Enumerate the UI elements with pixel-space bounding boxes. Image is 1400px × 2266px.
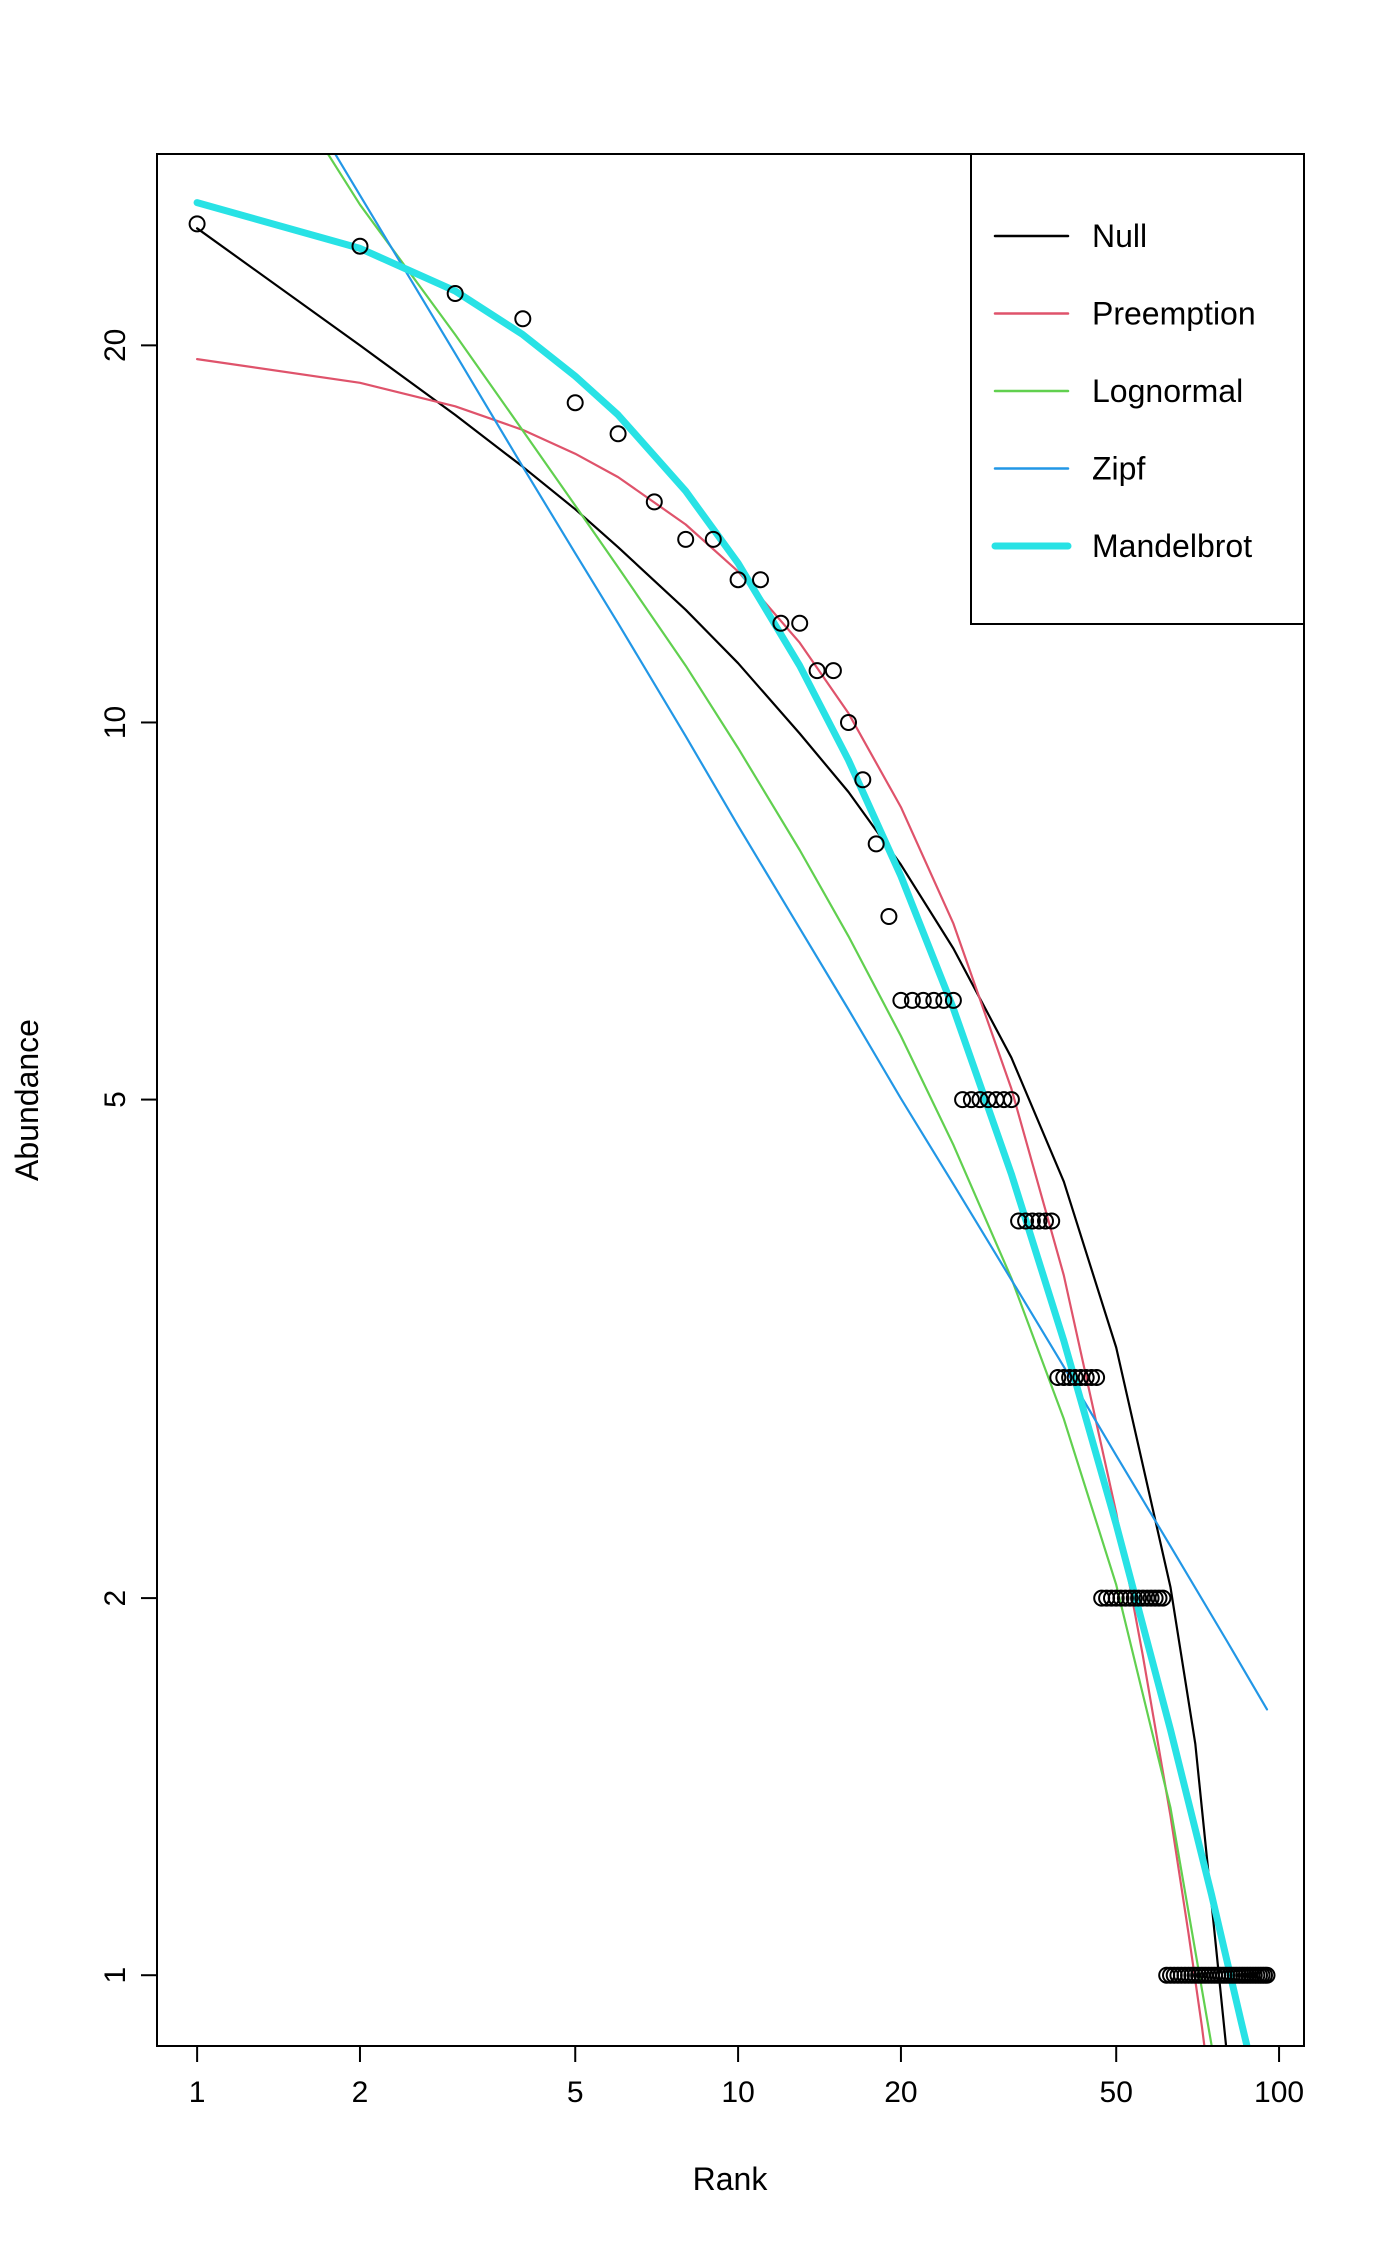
- data-point: [1037, 1212, 1054, 1230]
- y-tick-label: 5: [99, 1091, 132, 1108]
- data-point: [1258, 1966, 1276, 1984]
- data-point: [1023, 1212, 1041, 1230]
- data-point: [514, 310, 532, 328]
- data-point: [1116, 1589, 1134, 1607]
- data-point: [1121, 1589, 1139, 1607]
- x-tick-label: 100: [1254, 2076, 1304, 2109]
- data-point: [840, 714, 857, 731]
- y-tick-label: 2: [99, 1590, 132, 1607]
- data-point: [446, 285, 464, 302]
- data-point: [704, 530, 722, 548]
- x-tick-label: 10: [721, 2076, 754, 2109]
- data-point: [1154, 1589, 1172, 1607]
- curve-zipf: [333, 154, 1269, 1711]
- data-point: [1112, 1589, 1130, 1607]
- data-point: [772, 614, 790, 632]
- y-tick-label: 10: [99, 706, 132, 739]
- data-point: [1017, 1212, 1035, 1230]
- data-point: [1030, 1212, 1048, 1230]
- data-point: [566, 394, 584, 412]
- curve-lognormal: [326, 154, 1213, 2046]
- legend-label-lognormal: Lognormal: [1092, 373, 1243, 409]
- y-axis-title: Abundance: [9, 1019, 45, 1181]
- data-point: [1066, 1369, 1084, 1386]
- y-tick-label: 1: [99, 1967, 132, 1984]
- x-tick-label: 2: [352, 2076, 369, 2109]
- x-axis-title: Rank: [693, 2161, 769, 2197]
- x-tick-label: 5: [567, 2076, 584, 2109]
- x-tick-label: 1: [189, 2076, 206, 2109]
- data-point: [824, 662, 842, 680]
- data-point: [962, 1091, 980, 1109]
- legend-label-zipf: Zipf: [1092, 451, 1145, 487]
- legend-label-preemption: Preemption: [1092, 296, 1256, 332]
- data-point: [1088, 1369, 1106, 1386]
- data-point: [351, 237, 369, 255]
- data-point: [954, 1091, 972, 1109]
- data-point: [903, 991, 921, 1009]
- data-point: [1002, 1091, 1020, 1109]
- data-point: [1130, 1589, 1148, 1607]
- legend-label-null: Null: [1092, 218, 1147, 254]
- data-point: [645, 493, 663, 511]
- data-point: [609, 425, 627, 443]
- curve-mandelbrot: [193, 199, 1251, 2046]
- data-point: [880, 908, 898, 925]
- data-point: [944, 991, 962, 1009]
- data-point: [1010, 1212, 1028, 1230]
- data-point: [995, 1091, 1013, 1109]
- data-point: [1043, 1212, 1061, 1230]
- data-point: [729, 571, 747, 589]
- data-point: [808, 662, 826, 680]
- legend-label-mandelbrot: Mandelbrot: [1092, 528, 1252, 564]
- data-point: [1107, 1589, 1125, 1607]
- x-tick-label: 20: [884, 2076, 917, 2109]
- data-point: [188, 215, 206, 233]
- data-point: [677, 530, 695, 548]
- data-point: [914, 991, 932, 1009]
- data-point: [1049, 1369, 1067, 1386]
- data-point: [892, 991, 910, 1009]
- data-point: [1055, 1369, 1073, 1386]
- data-point: [752, 571, 769, 589]
- data-point: [791, 614, 809, 632]
- data-point: [925, 991, 943, 1009]
- data-point: [935, 991, 953, 1009]
- data-point: [1077, 1369, 1095, 1386]
- data-point: [1103, 1589, 1120, 1607]
- data-point: [854, 771, 872, 789]
- y-tick-label: 20: [99, 329, 132, 362]
- data-point: [1134, 1589, 1152, 1607]
- data-point: [867, 835, 885, 853]
- x-tick-label: 50: [1100, 2076, 1133, 2109]
- data-point: [971, 1091, 989, 1109]
- data-point: [1125, 1589, 1143, 1607]
- data-point: [1083, 1369, 1100, 1386]
- data-point: [1061, 1369, 1079, 1386]
